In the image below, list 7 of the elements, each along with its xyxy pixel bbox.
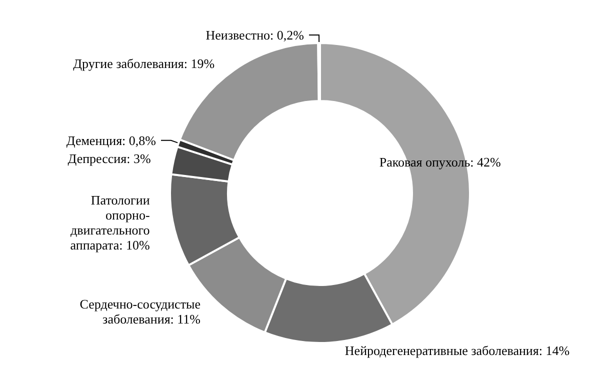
slice-label: Депрессия: 3%: [68, 151, 151, 166]
slice-label: Неизвестно: 0,2%: [206, 28, 304, 43]
slice-label: Нейродегенеративные заболевания: 14%: [344, 343, 570, 358]
slice-label: Деменция: 0,8%: [66, 132, 156, 148]
slice-label: Патологии опорно- двигательного аппарата: 10%: [70, 192, 150, 253]
slice-label: Сердечно-сосудистые заболевания: 11%: [80, 296, 201, 327]
slice-label: Другие заболевания: 19%: [73, 56, 215, 71]
